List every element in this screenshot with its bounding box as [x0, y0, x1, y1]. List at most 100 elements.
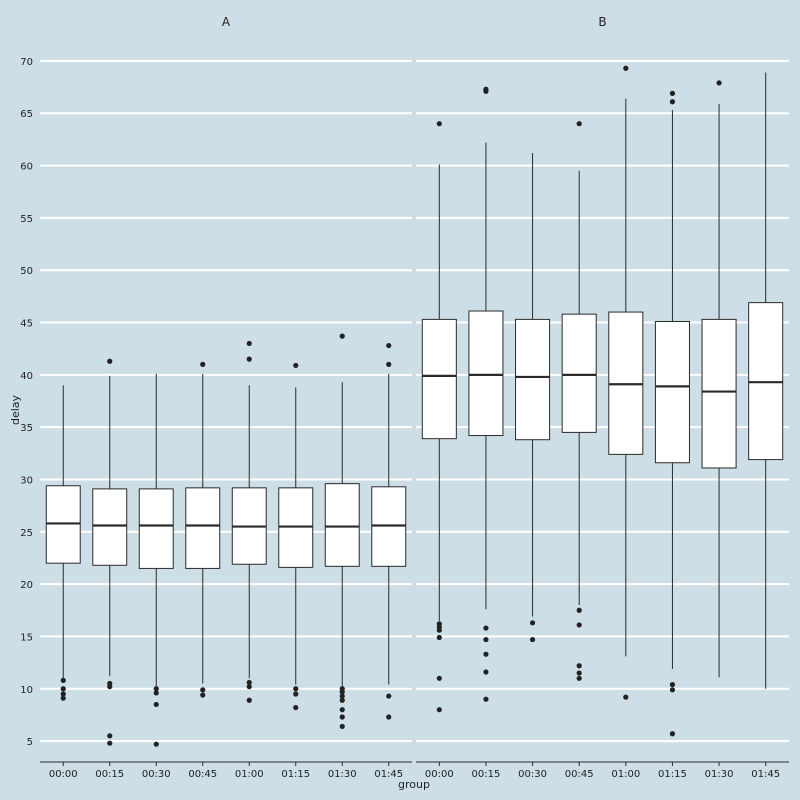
box-group: [324, 333, 360, 730]
outlier-point: [386, 714, 392, 720]
outlier-point: [529, 620, 536, 626]
x-tick-label: 01:15: [658, 769, 687, 780]
y-tick-label: 15: [20, 632, 33, 643]
outlier-point: [716, 80, 722, 86]
outlier-point: [436, 707, 442, 713]
facet-label: A: [222, 15, 231, 29]
box-group: [231, 340, 267, 703]
x-tick-label: 00:30: [142, 769, 171, 780]
outlier-point: [246, 697, 252, 703]
outlier-point: [669, 687, 676, 693]
outlier-point: [107, 684, 113, 690]
x-tick-label: 01:30: [328, 769, 357, 780]
box-group: [561, 121, 597, 681]
outlier-point: [153, 741, 159, 747]
iqr-box: [185, 487, 221, 569]
x-tick-label: 01:30: [705, 769, 734, 780]
outlier-point: [623, 65, 629, 71]
box-group: [468, 86, 504, 702]
outlier-point: [623, 694, 629, 700]
outlier-point: [669, 681, 676, 688]
iqr-box: [561, 313, 597, 433]
box-group: [421, 121, 457, 713]
iqr-box: [654, 320, 690, 464]
y-tick-label: 50: [20, 266, 33, 277]
outlier-point: [483, 625, 489, 631]
outlier-point: [436, 675, 442, 681]
outlier-point: [246, 340, 252, 347]
outlier-point: [436, 121, 442, 127]
y-axis-label: delay: [9, 394, 22, 425]
outlier-point: [200, 687, 206, 693]
x-tick-label: 01:00: [611, 769, 640, 780]
y-tick-label: 60: [20, 162, 33, 173]
outlier-point: [483, 88, 489, 94]
outlier-point: [246, 684, 252, 690]
outlier-point: [293, 362, 299, 369]
outlier-point: [153, 690, 159, 696]
x-tick-label: 01:45: [374, 769, 403, 780]
box-group: [748, 72, 784, 689]
iqr-box: [421, 318, 457, 440]
y-tick-label: 30: [20, 475, 33, 486]
x-tick-label: 01:45: [751, 769, 780, 780]
x-tick-label: 00:30: [518, 769, 547, 780]
outlier-point: [483, 636, 489, 643]
box-group: [608, 65, 644, 700]
box-group: [654, 90, 690, 737]
outlier-point: [529, 636, 536, 643]
outlier-point: [386, 361, 392, 367]
outlier-point: [339, 697, 345, 703]
outlier-point: [576, 663, 582, 669]
outlier-point: [339, 689, 345, 695]
outlier-point: [386, 693, 392, 699]
box-group: [45, 385, 81, 701]
x-tick-label: 00:00: [49, 769, 78, 780]
panels-layer: [45, 65, 784, 747]
box-group: [278, 362, 314, 711]
y-tick-label: 10: [20, 685, 33, 696]
axes-layer: 5 10 15 20 25 30 35 40 45 50 55 60 65 70 A 00:00 00:15 00…: [20, 15, 789, 780]
outlier-point: [153, 686, 159, 692]
iqr-box: [468, 310, 504, 437]
iqr-box: [138, 488, 174, 569]
outlier-point: [60, 686, 66, 692]
box-group: [515, 153, 551, 643]
outlier-point: [576, 607, 582, 613]
y-tick-label: 5: [27, 737, 33, 748]
x-axis-label: group: [398, 778, 430, 791]
iqr-box: [701, 318, 737, 469]
outlier-point: [293, 686, 299, 692]
outlier-point: [60, 695, 66, 701]
outlier-point: [339, 714, 345, 720]
outlier-point: [339, 333, 345, 339]
x-tick-label: 00:45: [565, 769, 594, 780]
x-tick-label: 00:15: [95, 769, 124, 780]
outlier-point: [483, 669, 489, 675]
outlier-point: [483, 696, 489, 702]
outlier-point: [107, 358, 113, 364]
outlier-point: [576, 675, 582, 681]
y-tick-label: 70: [20, 57, 33, 68]
iqr-box: [92, 488, 128, 566]
x-tick-label: 01:15: [281, 769, 310, 780]
outlier-point: [200, 692, 206, 698]
outlier-point: [436, 634, 442, 641]
outlier-point: [339, 723, 345, 730]
outlier-point: [200, 361, 206, 367]
outlier-point: [576, 121, 582, 127]
outlier-point: [293, 691, 299, 697]
grid-layer: [40, 59, 789, 743]
outlier-point: [576, 622, 582, 628]
iqr-box: [324, 483, 360, 567]
outlier-point: [436, 627, 442, 633]
outlier-point: [669, 99, 676, 105]
y-tick-label: 25: [20, 528, 33, 539]
outlier-point: [60, 691, 66, 697]
outlier-point: [60, 677, 66, 683]
outlier-point: [386, 342, 392, 349]
x-tick-label: 00:45: [188, 769, 217, 780]
outlier-point: [483, 651, 489, 657]
box-group: [92, 358, 128, 746]
